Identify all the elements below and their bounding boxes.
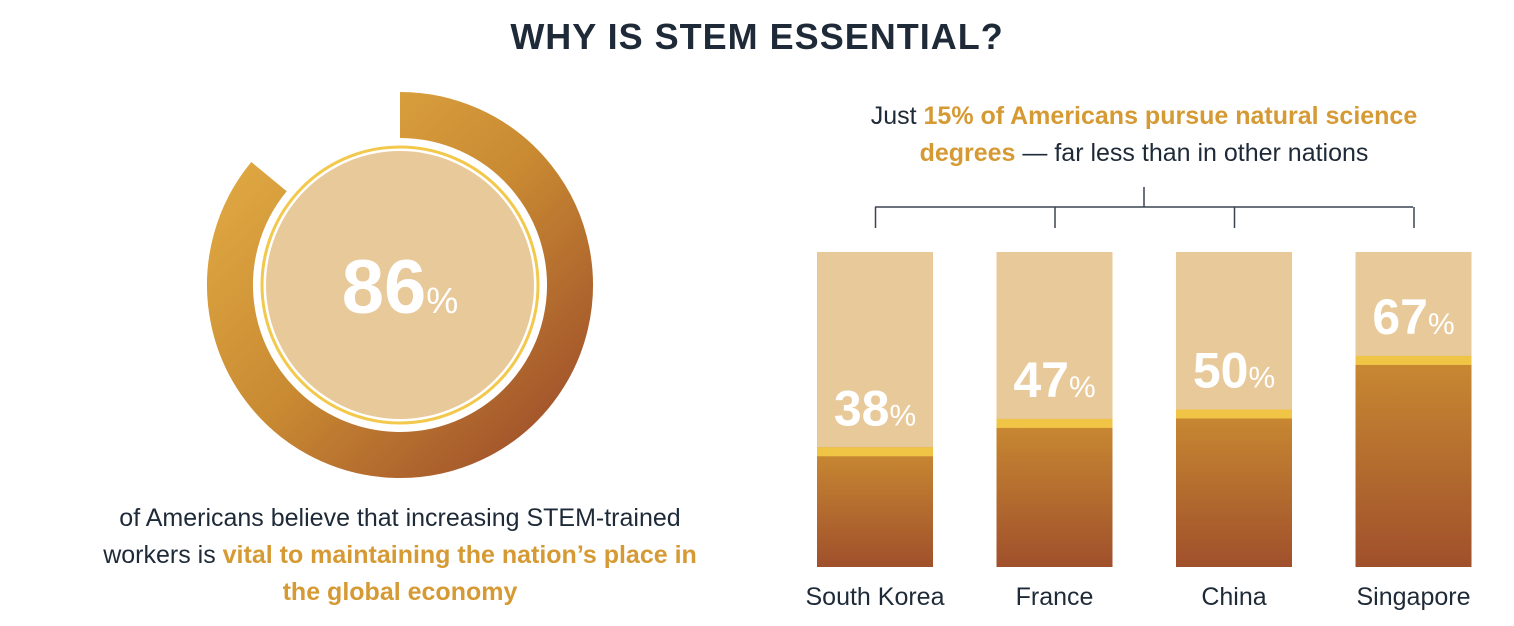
subtitle-text: — far less than in other nations — [1015, 139, 1369, 167]
bar-highlight — [817, 447, 933, 457]
bar-highlight — [1355, 355, 1472, 365]
x-tick-label: South Korea — [806, 583, 945, 611]
caption-highlight: vital to maintaining the nation’s place … — [222, 541, 697, 606]
bar — [1355, 355, 1472, 567]
bar-highlight — [1176, 409, 1292, 419]
x-tick-label: France — [1016, 583, 1094, 611]
bar-value-label: 67% — [1372, 289, 1454, 345]
bar-highlight — [996, 418, 1113, 428]
donut-arc — [207, 92, 593, 478]
bar-value-label: 47% — [1013, 352, 1095, 408]
x-tick-label: China — [1201, 583, 1266, 611]
caption-text: of Americans believe that increasing STE… — [103, 504, 681, 569]
donut-value-label: 86% — [342, 245, 459, 330]
bar — [996, 418, 1113, 567]
title: WHY IS STEM ESSENTIAL? — [510, 16, 1004, 57]
subtitle-text: Just — [870, 102, 924, 130]
bar-value-label: 50% — [1193, 343, 1275, 399]
bar-value-label: 38% — [834, 380, 916, 436]
subtitle-highlight: 15% of Americans pursue natural science … — [919, 102, 1418, 167]
x-tick-label: Singapore — [1357, 583, 1471, 611]
donut-center — [266, 151, 534, 419]
donut-caption: of Americans believe that increasing STE… — [90, 500, 710, 611]
bar-subtitle: Just 15% of Americans pursue natural sci… — [824, 98, 1464, 172]
bar — [817, 447, 933, 567]
donut-inner-glow — [260, 145, 540, 425]
bar — [1176, 409, 1292, 567]
